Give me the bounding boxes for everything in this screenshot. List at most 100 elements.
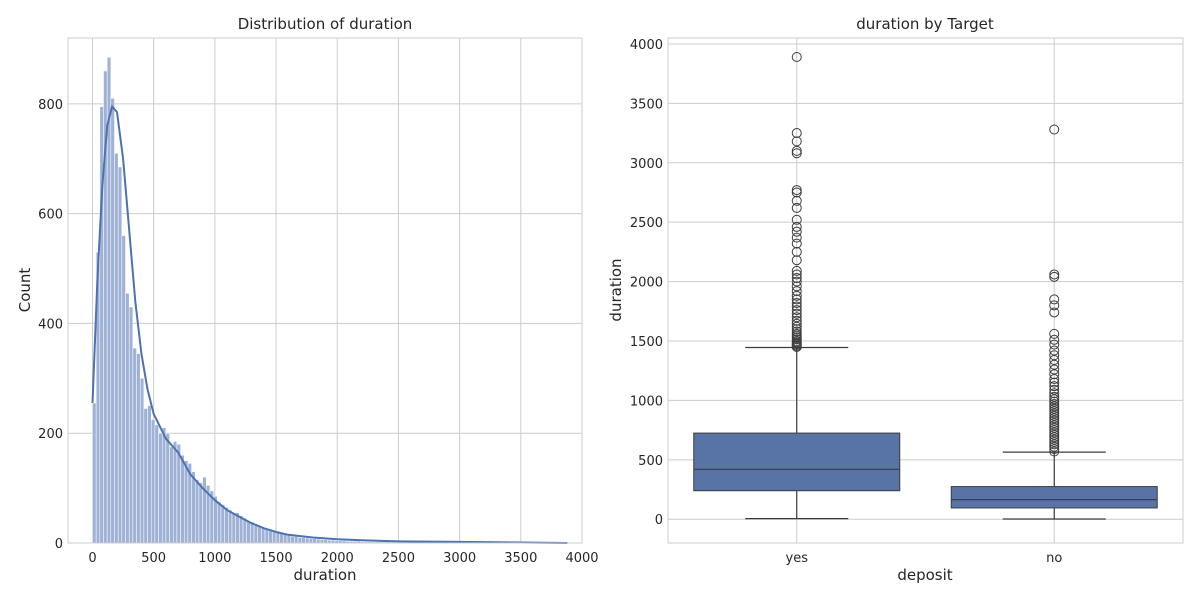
histogram-bar (257, 526, 262, 544)
outlier-point (791, 221, 802, 232)
outlier-point (791, 136, 802, 147)
outlier-point (1049, 339, 1060, 350)
x-tick-label: 2000 (321, 551, 354, 566)
histogram-bar (297, 537, 302, 544)
box-iqr (950, 486, 1158, 509)
outlier-point (1049, 396, 1060, 407)
outlier-point (1049, 328, 1060, 339)
histogram-frame (67, 37, 583, 544)
histogram-bar (224, 507, 229, 544)
histogram-y-ticks: 0 200 400 600 800 (38, 98, 63, 552)
histogram-bar (110, 98, 115, 544)
outlier-point (1049, 437, 1060, 447)
histogram-bar (264, 529, 269, 544)
histogram-bar (239, 515, 244, 544)
histogram-bar (161, 427, 167, 544)
outlier-point (791, 232, 802, 243)
x-tick-label: 3000 (443, 551, 476, 566)
boxplot-panel: 0 500 1000 1500 2000 2500 3000 3500 4000 yes no d… (607, 15, 1184, 584)
y-tick-label: 800 (38, 98, 63, 113)
outlier-point (791, 324, 802, 335)
boxplot-x-label: deposit (897, 566, 952, 584)
boxplot-boxes (693, 52, 1158, 520)
histogram-bar (125, 292, 130, 544)
histogram-bar (121, 235, 126, 544)
outlier-point (791, 185, 802, 196)
histogram-bar (136, 353, 141, 544)
outlier-point (1049, 408, 1060, 419)
x-tick-label: 3500 (504, 551, 537, 566)
outlier-point (791, 326, 802, 337)
outlier-point (1049, 394, 1060, 405)
outlier-point (791, 318, 802, 329)
outlier-point (791, 308, 802, 319)
outlier-point (791, 269, 802, 280)
histogram-bar (261, 527, 266, 544)
outlier-point (1049, 434, 1060, 445)
outlier-point (791, 312, 802, 323)
boxplot-title: duration by Target (856, 15, 994, 33)
histogram-bar (228, 509, 233, 544)
outlier-point (791, 290, 802, 301)
outlier-point (791, 52, 802, 63)
histogram-bar (220, 504, 225, 544)
histogram-bar (195, 479, 200, 544)
outlier-point (791, 276, 802, 287)
outlier-point (1049, 432, 1060, 443)
x-tick-label: 0 (88, 551, 96, 566)
histogram-bar (158, 432, 163, 544)
box-yes (693, 52, 901, 520)
y-tick-label: 0 (55, 537, 63, 552)
histogram-panel: 0 500 1000 1500 2000 2500 3000 3500 4000 0 200 400… (16, 15, 599, 584)
outlier-point (1049, 364, 1060, 375)
outlier-point (791, 195, 802, 206)
outlier-point (1049, 441, 1060, 452)
histogram-bar (154, 424, 159, 544)
histogram-bar (139, 378, 145, 544)
histogram-bar (246, 520, 251, 544)
outlier-point (791, 226, 802, 237)
histogram-bar (176, 443, 181, 544)
outlier-point (1049, 422, 1060, 433)
outlier-point (1049, 269, 1060, 280)
outlier-point (791, 315, 802, 326)
outlier-point (1049, 369, 1060, 380)
y-tick-label: 1000 (630, 394, 663, 409)
outlier-point (1049, 398, 1060, 409)
histogram-bar (191, 471, 196, 544)
histogram-bar (250, 521, 255, 544)
histogram-title: Distribution of duration (238, 15, 413, 33)
histogram-bar (202, 476, 207, 544)
outlier-point (791, 145, 802, 156)
y-tick-label: 4000 (630, 38, 663, 53)
y-tick-label: 2000 (630, 276, 663, 291)
x-tick-label: 4000 (565, 551, 598, 566)
box-iqr (693, 432, 901, 492)
outlier-point (1049, 271, 1060, 282)
histogram-bar (213, 496, 218, 544)
histogram-y-label: Count (16, 268, 34, 313)
outlier-point (1049, 403, 1060, 414)
histogram-bar (184, 460, 189, 544)
histogram-bar (128, 306, 134, 544)
histogram-bar (290, 536, 295, 544)
histogram-bar (132, 347, 137, 544)
histogram-bar (114, 153, 119, 544)
outlier-point (1049, 429, 1060, 440)
histogram-bar (180, 454, 185, 544)
histogram-bar (316, 538, 321, 544)
outlier-point (1049, 300, 1060, 311)
outlier-point (791, 294, 802, 305)
outlier-point (1049, 415, 1060, 426)
y-tick-label: 500 (638, 454, 663, 469)
y-tick-label: 2500 (630, 216, 663, 231)
outlier-point (1049, 401, 1060, 412)
outlier-point (1049, 427, 1060, 438)
histogram-bar (169, 446, 174, 544)
y-tick-label: 400 (38, 317, 63, 332)
outlier-point (791, 305, 802, 316)
outlier-point (791, 246, 802, 257)
outlier-point (791, 128, 802, 139)
histogram-bar (312, 538, 317, 544)
